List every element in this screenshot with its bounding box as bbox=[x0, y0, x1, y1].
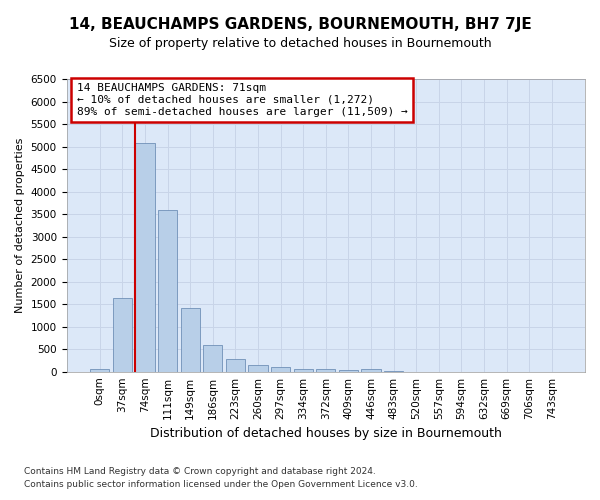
Bar bbox=[316, 370, 335, 372]
Text: Contains public sector information licensed under the Open Government Licence v3: Contains public sector information licen… bbox=[24, 480, 418, 489]
Bar bbox=[361, 369, 380, 372]
Bar bbox=[339, 370, 358, 372]
Bar bbox=[90, 368, 109, 372]
Bar bbox=[271, 367, 290, 372]
Bar bbox=[248, 365, 268, 372]
Bar bbox=[203, 345, 223, 372]
Text: 14, BEAUCHAMPS GARDENS, BOURNEMOUTH, BH7 7JE: 14, BEAUCHAMPS GARDENS, BOURNEMOUTH, BH7… bbox=[68, 18, 532, 32]
Bar bbox=[158, 210, 177, 372]
Bar bbox=[181, 308, 200, 372]
Bar bbox=[113, 298, 132, 372]
Y-axis label: Number of detached properties: Number of detached properties bbox=[15, 138, 25, 313]
Text: 14 BEAUCHAMPS GARDENS: 71sqm
← 10% of detached houses are smaller (1,272)
89% of: 14 BEAUCHAMPS GARDENS: 71sqm ← 10% of de… bbox=[77, 84, 407, 116]
Text: Contains HM Land Registry data © Crown copyright and database right 2024.: Contains HM Land Registry data © Crown c… bbox=[24, 467, 376, 476]
X-axis label: Distribution of detached houses by size in Bournemouth: Distribution of detached houses by size … bbox=[150, 427, 502, 440]
Bar bbox=[136, 143, 155, 372]
Bar bbox=[293, 369, 313, 372]
Text: Size of property relative to detached houses in Bournemouth: Size of property relative to detached ho… bbox=[109, 38, 491, 51]
Bar bbox=[226, 358, 245, 372]
